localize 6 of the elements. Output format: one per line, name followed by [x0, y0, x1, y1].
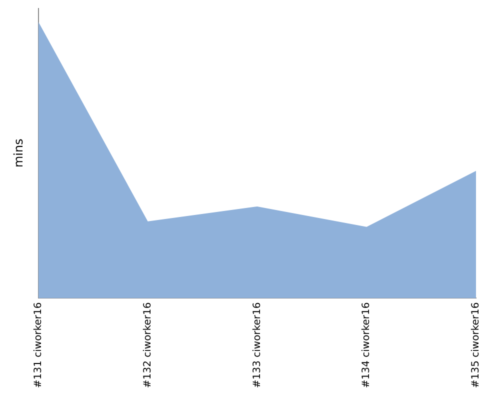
y-axis-title: mins [11, 138, 26, 168]
x-tick-label: #134 ciworker16 [361, 302, 372, 388]
x-tick-label: #132 ciworker16 [142, 302, 154, 388]
x-tick-label: #133 ciworker16 [252, 302, 263, 388]
x-tick-label: #135 ciworker16 [470, 302, 482, 388]
x-tick-label: #131 ciworker16 [32, 302, 44, 388]
